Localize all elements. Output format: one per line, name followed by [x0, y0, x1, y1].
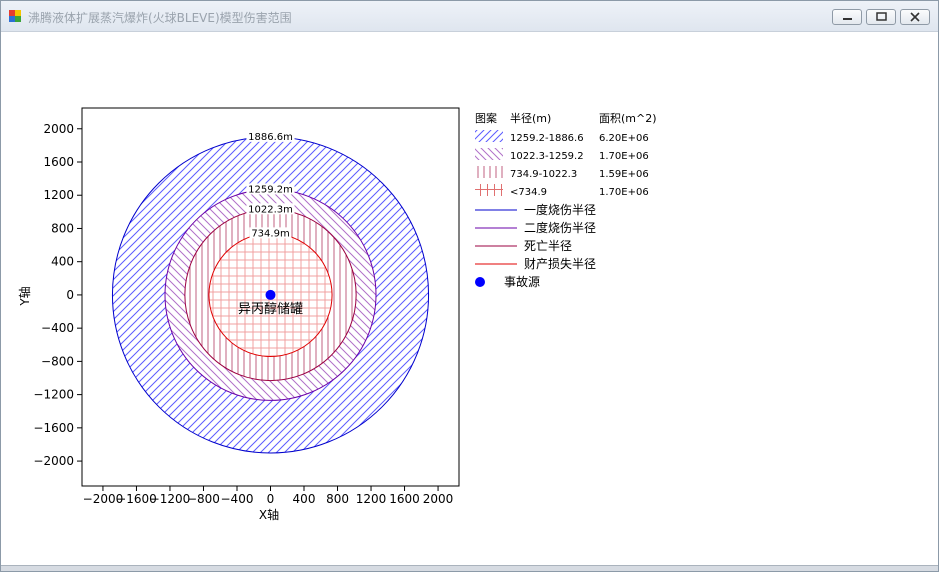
circle-label-3: 734.9m — [251, 228, 289, 239]
legend-range-0: 1259.2-1886.6 — [510, 133, 584, 144]
minimize-button[interactable] — [832, 9, 862, 25]
y-tick-label: 2000 — [43, 122, 74, 136]
circle-label-bg-1 — [246, 183, 295, 195]
y-tick-label: 1600 — [43, 155, 74, 169]
x-tick-label: 1600 — [389, 492, 420, 506]
circle-label-0: 1886.6m — [248, 132, 293, 143]
x-tick-label: 800 — [326, 492, 349, 506]
maximize-icon — [876, 12, 887, 21]
legend-range-3: <734.9 — [510, 187, 547, 198]
x-tick-label: 2000 — [423, 492, 454, 506]
legend-header-pattern: 图案 — [475, 111, 497, 125]
app-icon — [9, 10, 21, 22]
circle-label-1: 1259.2m — [248, 184, 293, 195]
accident-source-label: 异丙醇储罐 — [238, 301, 303, 317]
circle-label-2: 1022.3m — [248, 204, 293, 215]
legend: 图案 半径(m) 面积(m^2) 1259.2-1886.6 6.20E+06 10… — [475, 111, 657, 289]
legend-swatch-2 — [475, 166, 503, 178]
y-tick-label: 1200 — [43, 188, 74, 202]
y-tick-label: 400 — [51, 255, 74, 269]
y-tick-label: 800 — [51, 221, 74, 235]
y-tick-label: 0 — [66, 288, 74, 302]
title-bar[interactable]: 沸腾液体扩展蒸汽爆炸(火球BLEVE)模型伤害范围 — [1, 1, 938, 32]
y-tick-label: −2000 — [33, 454, 74, 468]
legend-swatch-0 — [475, 130, 503, 142]
x-axis-label: X轴 — [259, 507, 279, 522]
legend-line-label-1: 二度烧伤半径 — [524, 220, 596, 235]
legend-range-2: 734.9-1022.3 — [510, 169, 577, 180]
x-tick-label: 400 — [293, 492, 316, 506]
y-tick-label: −400 — [41, 321, 74, 335]
legend-range-1: 1022.3-1259.2 — [510, 151, 584, 162]
circle-label-bg-0 — [246, 130, 295, 142]
x-tick-label: −400 — [221, 492, 254, 506]
close-icon — [910, 12, 920, 22]
close-button[interactable] — [900, 9, 930, 25]
x-tick-label: 0 — [267, 492, 275, 506]
accident-source-marker — [265, 289, 276, 300]
legend-area-0: 6.20E+06 — [599, 133, 649, 144]
main-content: 1886.6m 1259.2m 1022.3m 734.9m 异丙醇储罐 −2000 −1… — [1, 32, 938, 571]
maximize-button[interactable] — [866, 9, 896, 25]
x-tick-label: −800 — [187, 492, 220, 506]
minimize-icon — [843, 18, 852, 20]
y-tick-label: −800 — [41, 354, 74, 368]
circle-label-bg-2 — [246, 203, 295, 215]
legend-header-radius: 半径(m) — [510, 111, 551, 125]
circle-label-bg-3 — [249, 227, 292, 239]
legend-swatch-1 — [475, 148, 503, 160]
y-axis-label: Y轴 — [17, 286, 32, 306]
window-title: 沸腾液体扩展蒸汽爆炸(火球BLEVE)模型伤害范围 — [28, 11, 292, 25]
legend-area-2: 1.59E+06 — [599, 169, 649, 180]
y-tick-label: −1600 — [33, 421, 74, 435]
legend-line-label-2: 死亡半径 — [524, 239, 572, 253]
x-tick-label: −1600 — [116, 492, 157, 506]
window-bottom-border — [1, 565, 938, 571]
x-tick-label: 1200 — [356, 492, 387, 506]
y-tick-label: −1200 — [33, 388, 74, 402]
legend-source-marker — [475, 277, 485, 287]
x-tick-label: −2000 — [83, 492, 124, 506]
legend-line-label-3: 财产损失半径 — [524, 256, 596, 271]
legend-swatch-3 — [475, 184, 503, 196]
legend-area-1: 1.70E+06 — [599, 151, 649, 162]
legend-line-label-0: 一度烧伤半径 — [524, 202, 596, 217]
legend-source-label: 事故源 — [504, 274, 540, 289]
legend-header-area: 面积(m^2) — [599, 112, 657, 125]
legend-area-3: 1.70E+06 — [599, 187, 649, 198]
x-tick-label: −1200 — [150, 492, 191, 506]
